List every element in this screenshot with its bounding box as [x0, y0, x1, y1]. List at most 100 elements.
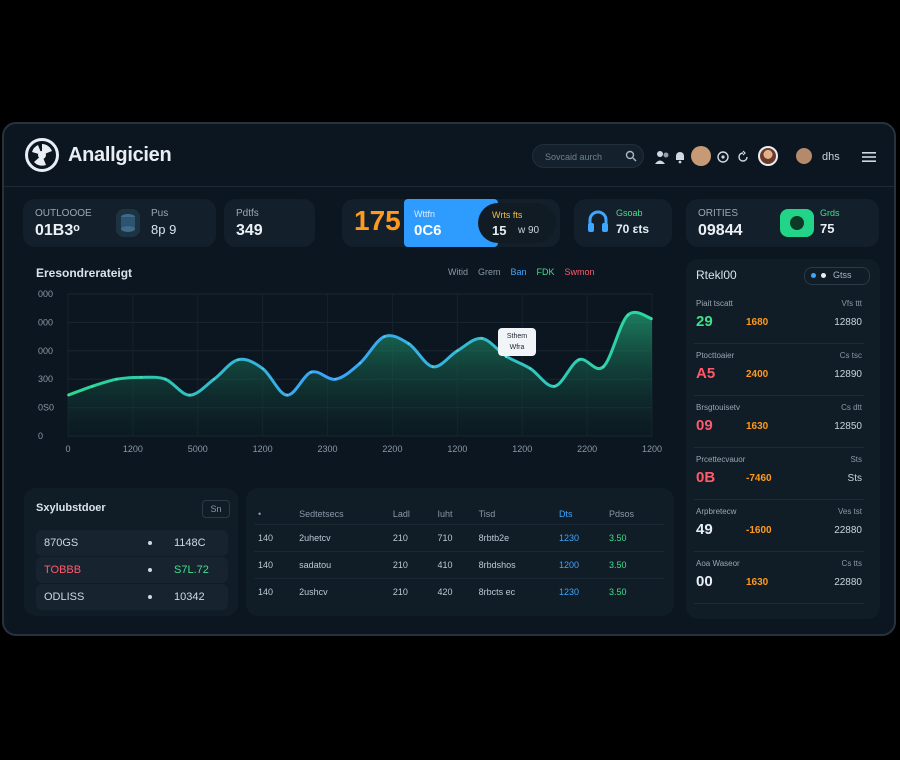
data-point[interactable]: [626, 314, 629, 317]
top-bar: Anallgicien dhs: [4, 124, 894, 187]
data-point[interactable]: [164, 378, 167, 381]
table-row[interactable]: 140 2uhetcv 210 710 8rbtb2e 1230 3.50: [254, 524, 664, 552]
data-point[interactable]: [237, 358, 240, 361]
refresh-icon[interactable]: [734, 148, 752, 166]
activity-item[interactable]: Prcettecvauor 0B -7460 Sts Sts: [694, 449, 864, 500]
data-point[interactable]: [407, 342, 410, 345]
table-column-header[interactable]: Dts: [559, 509, 573, 519]
table-cell: 410: [433, 551, 475, 579]
activity-filter[interactable]: Gtss: [804, 267, 870, 285]
activity-item[interactable]: Ptocttoaier A5 2400 Cs tsc 12890: [694, 345, 864, 396]
data-point[interactable]: [115, 378, 118, 381]
activity-item-total: 12850: [834, 421, 862, 432]
table-cell: 710: [433, 524, 475, 552]
table-cell: 1230: [555, 524, 606, 552]
summary-row[interactable]: 870GS 1148C: [36, 530, 228, 556]
table-column-header[interactable]: Sedtetsecs: [299, 509, 344, 519]
settings-icon[interactable]: [714, 148, 732, 166]
data-point[interactable]: [431, 365, 435, 368]
data-point[interactable]: [334, 378, 337, 381]
kpi-card-gsoab[interactable]: Gsoab 70 εts: [574, 199, 672, 247]
data-point[interactable]: [383, 335, 386, 338]
data-point[interactable]: [602, 365, 605, 368]
data-point[interactable]: [139, 376, 143, 379]
table-cell: 2uhetcv: [295, 524, 389, 552]
data-point[interactable]: [650, 317, 654, 321]
legend-item[interactable]: Ban: [510, 267, 527, 277]
data-point[interactable]: [188, 393, 191, 397]
y-tick-label: 300: [38, 374, 53, 384]
summary-row[interactable]: ODLISS 10342: [36, 584, 228, 610]
kpi-value-secondary: w 90: [518, 225, 540, 236]
activity-item[interactable]: Brsgtouisetv 09 1630 Cs dtt 12850: [694, 397, 864, 448]
data-point[interactable]: [529, 367, 532, 370]
activity-item[interactable]: Aoa Waseor 00 1630 Cs tts 22880: [694, 553, 864, 604]
kpi-card-pdtfs[interactable]: Pdtfs 349: [224, 199, 315, 247]
table-row[interactable]: 140 sadatou 210 410 8rbdshos 1200 3.50: [254, 551, 664, 579]
summary-row[interactable]: TOBBB S7L.72: [36, 557, 228, 583]
activity-item-total: 22880: [834, 525, 862, 536]
user-avatar[interactable]: [758, 146, 778, 166]
kpi-card-orities[interactable]: ORITIES 09844 Grds 75: [686, 199, 879, 247]
data-point[interactable]: [480, 337, 483, 340]
tooltip-line: Wfra: [509, 344, 525, 351]
data-point[interactable]: [358, 362, 362, 365]
x-tick-label: 1200: [642, 444, 662, 454]
people-icon[interactable]: [654, 148, 672, 166]
table-row[interactable]: 140 2ushcv 210 420 8rbcts ec 1230 3.50: [254, 578, 664, 605]
summary-row-label: 870GS: [44, 537, 79, 549]
kpi-value: 0C6: [414, 222, 442, 239]
table-column-header[interactable]: Iuht: [437, 509, 453, 519]
legend-item[interactable]: Witid: [448, 267, 468, 277]
activity-item-value: 1630: [746, 577, 769, 588]
summary-button[interactable]: Sn: [202, 500, 230, 518]
data-point[interactable]: [66, 393, 70, 397]
activity-item-value: 2400: [746, 369, 769, 380]
table-column-header[interactable]: •: [258, 509, 262, 519]
table-column-header[interactable]: Ladl: [392, 509, 410, 519]
table-column-header[interactable]: Tisd: [478, 509, 496, 519]
activity-item[interactable]: Piait tscatt 29 1680 Vfs ttt 12880: [694, 293, 864, 344]
activity-item-meta: Sts: [850, 455, 862, 464]
activity-item-meta: Vfs ttt: [841, 299, 862, 308]
activity-item-name: Aoa Waseor: [696, 559, 740, 568]
table-cell: 210: [388, 578, 434, 605]
x-tick-label: 1200: [447, 444, 467, 454]
chart-title: Eresondrerateigt: [36, 266, 133, 280]
search-icon[interactable]: [625, 149, 637, 167]
chart-legend: Witid Grem Ban FDK Swmon: [448, 267, 595, 277]
table-cell: 2ushcv: [295, 578, 389, 605]
legend-item[interactable]: Grem: [478, 267, 501, 277]
data-point[interactable]: [577, 358, 581, 361]
menu-icon[interactable]: [860, 148, 878, 166]
data-point[interactable]: [212, 378, 216, 381]
avatar[interactable]: [691, 146, 711, 166]
data-point[interactable]: [553, 385, 556, 388]
x-tick-label: 1200: [512, 444, 532, 454]
data-point[interactable]: [456, 349, 459, 352]
kpi-label: ORITIES: [698, 208, 739, 219]
activity-item[interactable]: Arpbretecw 49 -1600 Ves tst 22880: [694, 501, 864, 552]
search-box[interactable]: [532, 144, 644, 168]
bell-icon[interactable]: [671, 148, 689, 166]
data-point[interactable]: [91, 385, 94, 388]
kpi-pill[interactable]: Wrts fts 15 w 90: [478, 203, 556, 243]
app-logo-icon: [25, 138, 59, 172]
profile-avatar[interactable]: [796, 148, 812, 164]
headset-icon: [586, 209, 610, 242]
legend-item[interactable]: Swmon: [564, 267, 595, 277]
table-column-header[interactable]: Pdsos: [609, 509, 635, 519]
data-point[interactable]: [261, 367, 264, 370]
table-panel: • Sedtetsecs Ladl Iuht Tisd Dts Pdsos 140 2uhet…: [246, 488, 674, 616]
x-tick-label: 1200: [253, 444, 273, 454]
legend-item[interactable]: FDK: [536, 267, 555, 277]
dot-icon: [148, 541, 152, 545]
data-point[interactable]: [285, 393, 289, 397]
kpi-value: 01B3ᵒ: [35, 222, 80, 239]
kpi-card-outlook[interactable]: OUTLOOOE 01B3ᵒ Pus 8p 9: [23, 199, 216, 247]
search-input[interactable]: [543, 148, 623, 166]
data-point[interactable]: [310, 370, 313, 374]
kpi-card-highlight[interactable]: 175 Wttfn 0C6 Wrts fts 15 w 90: [342, 199, 560, 247]
dot-icon: [148, 595, 152, 599]
activity-item-meta: Cs dtt: [841, 403, 862, 412]
